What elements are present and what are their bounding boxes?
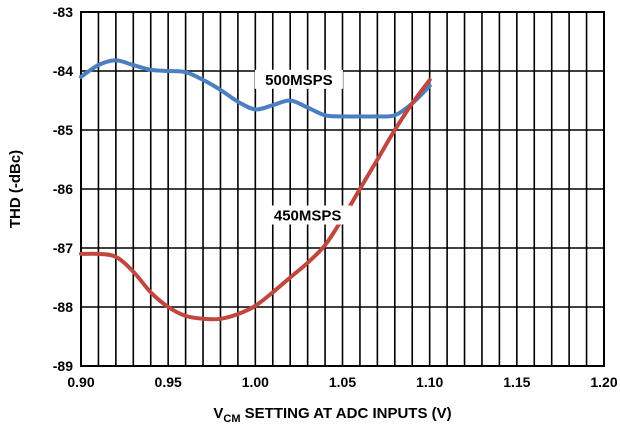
plot-frame (80, 11, 605, 367)
x-axis-title-subscript: CM (223, 413, 240, 425)
x-tick-label: 1.15 (503, 374, 530, 390)
y-tick-label: -83 (53, 4, 73, 20)
y-tick-label: -87 (53, 240, 73, 256)
series-line-450msps (79, 77, 432, 322)
x-tick-label: 1.10 (416, 374, 443, 390)
x-axis-title: VCM SETTING AT ADC INPUTS (V) (213, 405, 451, 425)
x-tick-label: 1.20 (590, 374, 617, 390)
x-tick-label: 1.05 (329, 374, 356, 390)
y-axis-title: THD (-dBc) (7, 150, 24, 228)
y-tick-label: -84 (53, 63, 73, 79)
y-tick-label: -89 (53, 358, 73, 374)
x-tick-label: 0.90 (67, 374, 94, 390)
x-axis-title-main: V (213, 405, 223, 422)
x-axis-title-rest: SETTING AT ADC INPUTS (V) (241, 405, 452, 422)
series-labels: 500MSPS 450MSPS (254, 69, 352, 225)
y-tick-labels: -83 -84 -85 -86 -87 -88 -89 (53, 4, 73, 374)
y-tick-label: -86 (53, 181, 73, 197)
x-tick-labels: 0.90 0.95 1.00 1.05 1.10 1.15 1.20 (67, 374, 617, 390)
x-tick-label: 1.00 (242, 374, 269, 390)
series-label-background (263, 205, 352, 225)
series-lines (79, 58, 432, 322)
series-label-background (254, 69, 343, 89)
series-label-500msps: 500MSPS (265, 72, 333, 89)
x-tick-label: 0.95 (155, 374, 182, 390)
y-tick-label: -88 (53, 299, 73, 315)
series-label-450msps: 450MSPS (274, 208, 342, 225)
series-line-500msps (79, 58, 432, 119)
y-tick-label: -85 (53, 122, 73, 138)
